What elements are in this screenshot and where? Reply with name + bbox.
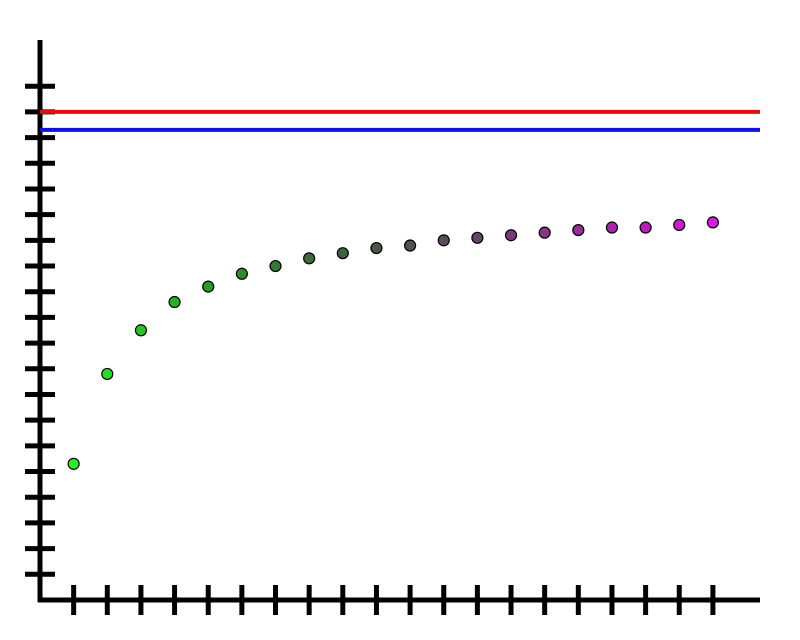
point (403, 239, 417, 252)
point (538, 226, 551, 239)
point (572, 223, 585, 237)
point (303, 252, 316, 265)
point (269, 259, 282, 273)
point (706, 216, 719, 229)
point (168, 295, 181, 309)
point (235, 267, 248, 280)
point (639, 221, 652, 234)
point (202, 280, 215, 293)
point (134, 324, 148, 337)
point (437, 234, 450, 247)
point (67, 457, 80, 470)
point (605, 221, 619, 234)
point (101, 367, 114, 381)
point (504, 229, 518, 242)
point (336, 247, 349, 260)
point (370, 241, 383, 255)
point (471, 231, 484, 244)
point (673, 218, 686, 232)
